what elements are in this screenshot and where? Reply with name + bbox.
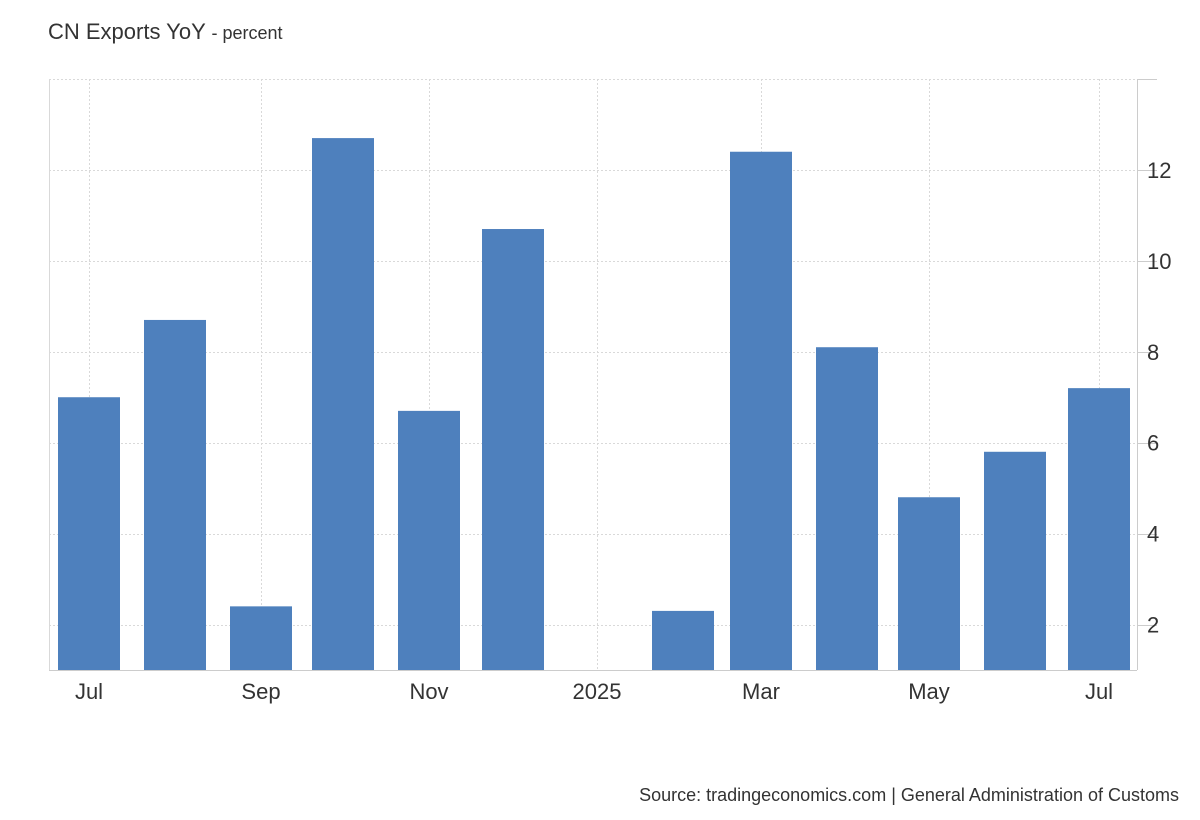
x-tick-label: 2025 bbox=[573, 679, 622, 704]
chart-title-text: CN Exports YoY bbox=[48, 19, 206, 44]
y-axis-labels: 2 4 6 8 10 12 bbox=[1147, 158, 1171, 638]
bar-may-2025[interactable] bbox=[898, 497, 960, 670]
bar-mar-2025[interactable] bbox=[730, 151, 792, 670]
bar-apr-2025[interactable] bbox=[816, 347, 878, 670]
bars bbox=[58, 138, 1130, 671]
x-tick-label: May bbox=[908, 679, 950, 704]
y-tick-label: 8 bbox=[1147, 340, 1159, 365]
x-tick-label: Jul bbox=[1085, 679, 1113, 704]
y-tick-label: 12 bbox=[1147, 158, 1171, 183]
bar-jul-2025[interactable] bbox=[1068, 388, 1130, 670]
y-tick-label: 10 bbox=[1147, 249, 1171, 274]
bar-sep-2024[interactable] bbox=[230, 606, 292, 670]
x-tick-label: Mar bbox=[742, 679, 780, 704]
bar-jul-2024[interactable] bbox=[58, 397, 120, 670]
source-note: Source: tradingeconomics.com | General A… bbox=[639, 785, 1179, 805]
y-tick-label: 4 bbox=[1147, 522, 1159, 547]
y-tick-label: 2 bbox=[1147, 613, 1159, 638]
x-tick-label: Nov bbox=[409, 679, 448, 704]
bar-chart: Jul Sep Nov 2025 Mar May Jul 2 4 6 8 10 12 bbox=[49, 79, 1171, 704]
bar-feb-2025[interactable] bbox=[652, 610, 714, 670]
bar-aug-2024[interactable] bbox=[144, 319, 206, 670]
axes bbox=[49, 79, 1157, 671]
grid-lines bbox=[49, 79, 1137, 670]
x-tick-label: Sep bbox=[241, 679, 280, 704]
y-tick-label: 6 bbox=[1147, 431, 1159, 456]
chart-title: CN Exports YoY - percent bbox=[48, 19, 283, 45]
chart-unit-label: - percent bbox=[211, 23, 283, 43]
x-axis-labels: Jul Sep Nov 2025 Mar May Jul bbox=[75, 679, 1113, 704]
bar-nov-2024[interactable] bbox=[398, 410, 460, 670]
bar-jun-2025[interactable] bbox=[984, 451, 1046, 670]
bar-oct-2024[interactable] bbox=[312, 138, 374, 671]
bar-dec-2024[interactable] bbox=[482, 229, 544, 670]
x-tick-label: Jul bbox=[75, 679, 103, 704]
